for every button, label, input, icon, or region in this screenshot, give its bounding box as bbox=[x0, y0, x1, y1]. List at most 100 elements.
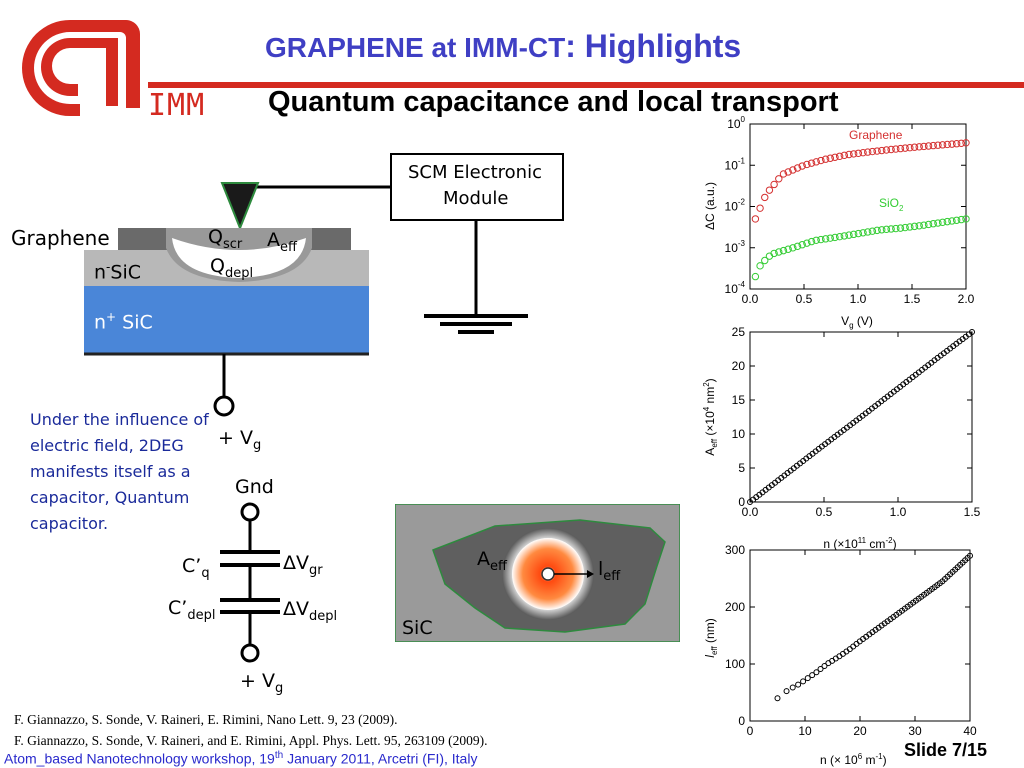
data-point bbox=[804, 675, 811, 682]
y-tick-label: 10-1 bbox=[725, 156, 746, 172]
data-point bbox=[868, 227, 877, 235]
data-point bbox=[803, 239, 811, 247]
data-point bbox=[896, 144, 905, 153]
x-tick-label: 1.0 bbox=[850, 292, 867, 306]
data-point bbox=[775, 248, 783, 256]
data-point bbox=[957, 139, 966, 147]
data-point bbox=[821, 235, 830, 243]
schematic-leff-label: leff bbox=[598, 558, 621, 584]
y-tick-label: 200 bbox=[725, 600, 745, 614]
data-point bbox=[882, 146, 891, 154]
x-tick-label: 1.0 bbox=[890, 505, 907, 519]
data-point bbox=[800, 678, 807, 685]
y-tick-label: 25 bbox=[732, 325, 746, 339]
plot-frame bbox=[749, 549, 971, 722]
reference-2: F. Giannazzo, S. Sonde, V. Raineri, and … bbox=[14, 733, 488, 748]
data-point bbox=[826, 154, 834, 162]
reference-1: F. Giannazzo, S. Sonde, V. Raineri, E. R… bbox=[14, 712, 398, 727]
y-tick-label: 100 bbox=[727, 115, 745, 131]
data-point bbox=[845, 231, 853, 239]
imm-logo bbox=[8, 8, 148, 120]
cdepl-label: C’depl bbox=[168, 597, 216, 623]
x-tick-label: 40 bbox=[963, 724, 977, 738]
vg-label-device: + Vg bbox=[218, 427, 262, 453]
data-point bbox=[901, 144, 909, 152]
slide-title: GRAPHENE at IMM-CT: Highlights bbox=[265, 28, 925, 65]
data-point bbox=[896, 224, 905, 232]
data-point bbox=[826, 234, 834, 242]
data-point bbox=[910, 143, 919, 151]
data-point bbox=[817, 235, 825, 244]
data-point bbox=[878, 226, 886, 234]
data-point bbox=[761, 193, 769, 202]
data-point bbox=[929, 141, 937, 150]
data-point bbox=[789, 244, 797, 252]
data-point bbox=[809, 672, 816, 679]
data-point bbox=[795, 681, 802, 688]
data-point bbox=[864, 148, 872, 156]
data-point bbox=[938, 218, 947, 227]
y-tick-label: 10-2 bbox=[725, 198, 746, 214]
x-axis-label: n (× 106 m-1) bbox=[820, 752, 887, 767]
data-point bbox=[868, 147, 877, 156]
data-point bbox=[962, 215, 970, 223]
header-rule bbox=[148, 82, 1024, 88]
data-point bbox=[906, 143, 914, 152]
device-diagram bbox=[0, 140, 600, 440]
gnd-label: Gnd bbox=[235, 476, 274, 498]
data-point bbox=[849, 150, 858, 158]
y-axis-label: Aeff (×104 nm2) bbox=[702, 378, 719, 455]
y-axis-label: ΔC (a.u.) bbox=[703, 182, 717, 230]
data-point bbox=[840, 232, 849, 240]
x-axis-label: n (×1011 cm-2) bbox=[823, 536, 896, 551]
data-point bbox=[906, 223, 914, 231]
y-tick-label: 300 bbox=[725, 543, 745, 557]
q-scr-label: Qscr bbox=[208, 226, 243, 252]
data-point bbox=[938, 141, 947, 149]
data-point bbox=[969, 329, 975, 335]
data-point bbox=[775, 175, 783, 183]
plot-frame bbox=[749, 331, 973, 503]
x-axis-label: Vg (V) bbox=[841, 314, 873, 330]
y-tick-label: 10-3 bbox=[725, 239, 746, 255]
data-point bbox=[779, 170, 788, 178]
data-point bbox=[835, 232, 844, 241]
data-point bbox=[831, 233, 839, 242]
data-point bbox=[892, 224, 900, 233]
data-point bbox=[873, 147, 881, 155]
data-point bbox=[770, 180, 778, 189]
chart-leff: 0 10 20 30 40 0 100 200 300 n (× 106 m-1) leff (nm… bbox=[703, 543, 977, 767]
x-tick-label: 2.0 bbox=[958, 292, 975, 306]
data-point bbox=[850, 643, 857, 650]
data-point bbox=[873, 226, 881, 235]
data-point bbox=[789, 166, 797, 174]
data-point bbox=[817, 666, 824, 673]
title-part2: : Highlights bbox=[565, 28, 742, 64]
data-point bbox=[887, 225, 895, 233]
data-point bbox=[789, 684, 796, 691]
data-point bbox=[910, 222, 919, 231]
cq-label: C’q bbox=[182, 555, 210, 581]
data-point bbox=[901, 223, 909, 232]
data-point bbox=[924, 220, 933, 229]
dvgr-label: ΔVgr bbox=[283, 552, 323, 578]
data-point bbox=[952, 216, 961, 224]
slide-subtitle: Quantum capacitance and local transport bbox=[268, 86, 839, 118]
slide-number: Slide 7/15 bbox=[904, 740, 988, 760]
x-tick-label: 0 bbox=[747, 724, 754, 738]
schematic-sic-label: SiC bbox=[402, 617, 433, 639]
dvdepl-label: ΔVdepl bbox=[283, 598, 338, 624]
title-part1: GRAPHENE at IMM-CT bbox=[265, 32, 566, 63]
y-tick-label: 100 bbox=[725, 657, 745, 671]
data-point bbox=[934, 219, 942, 227]
x-tick-label: 20 bbox=[853, 724, 867, 738]
y-axis-label: leff (nm) bbox=[703, 618, 719, 657]
data-point bbox=[761, 256, 769, 265]
x-tick-label: 0.5 bbox=[796, 292, 813, 306]
data-point bbox=[798, 162, 806, 170]
data-point bbox=[967, 552, 973, 559]
y-tick-label: 20 bbox=[732, 359, 746, 373]
data-point bbox=[779, 246, 788, 255]
x-tick-label: 0.0 bbox=[742, 505, 759, 519]
data-point bbox=[798, 241, 806, 249]
